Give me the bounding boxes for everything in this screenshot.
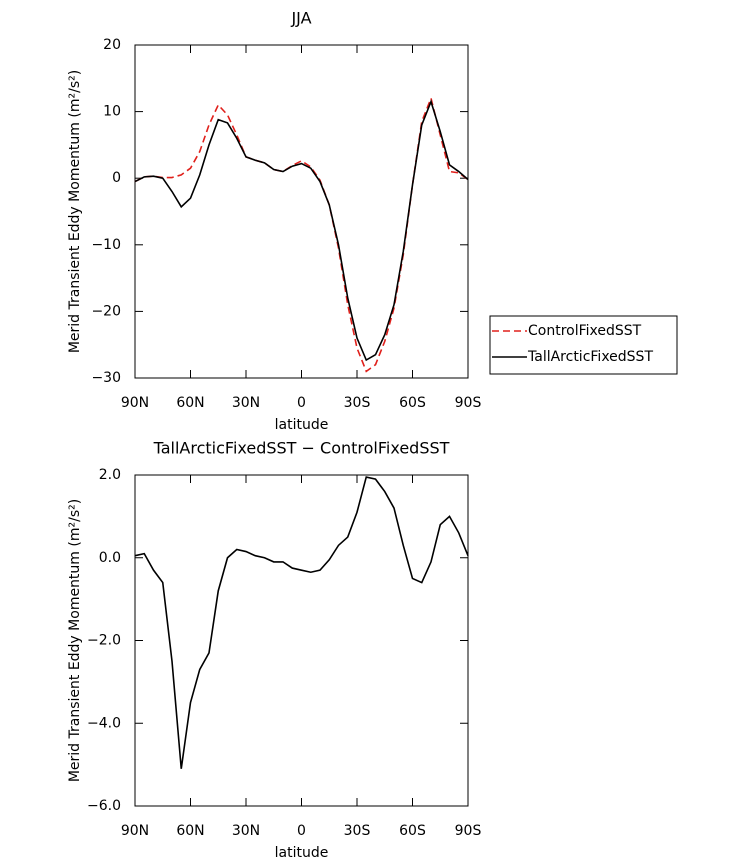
x-tick-label: 60S	[399, 395, 426, 411]
y-tick-label: 20	[103, 37, 121, 53]
x-tick-label: 90S	[455, 395, 482, 411]
legend-label: ControlFixedSST	[528, 323, 642, 339]
y-tick-label: 0.0	[99, 550, 121, 566]
y-tick-label: 0	[112, 170, 121, 186]
x-tick-label: 30N	[232, 823, 260, 839]
plot-frame	[134, 44, 469, 379]
series-line	[134, 476, 469, 769]
y-tick-label: 10	[103, 104, 121, 120]
x-tick-label: 90S	[455, 823, 482, 839]
y-tick-label: −20	[91, 303, 121, 319]
y-axis-label: Merid Transient Eddy Momentum (m²/s²)	[67, 70, 83, 353]
x-tick-label: 60S	[399, 823, 426, 839]
y-tick-label: −30	[91, 370, 121, 386]
y-tick-label: −2.0	[87, 633, 121, 649]
y-tick-label: −6.0	[87, 798, 121, 814]
x-tick-label: 0	[297, 395, 306, 411]
y-axis-label: Merid Transient Eddy Momentum (m²/s²)	[67, 499, 83, 782]
series-line	[134, 99, 469, 362]
y-tick-label: −10	[91, 237, 121, 253]
x-tick-label: 30S	[344, 395, 371, 411]
y-tick-label: −4.0	[87, 715, 121, 731]
legend-box	[489, 315, 678, 375]
chart-title: JJA	[290, 9, 311, 28]
legend-label: TallArcticFixedSST	[527, 349, 653, 365]
x-tick-label: 60N	[176, 395, 204, 411]
y-tick-label: 2.0	[99, 467, 121, 483]
x-tick-label: 30N	[232, 395, 260, 411]
x-tick-label: 90N	[121, 395, 149, 411]
series-line	[134, 95, 469, 373]
x-axis-label: latitude	[275, 417, 329, 433]
x-tick-label: 30S	[344, 823, 371, 839]
x-tick-label: 60N	[176, 823, 204, 839]
x-axis-label: latitude	[275, 845, 329, 861]
x-tick-label: 90N	[121, 823, 149, 839]
chart-title: TallArcticFixedSST − ControlFixedSST	[153, 439, 450, 458]
plot-frame	[134, 474, 469, 807]
x-tick-label: 0	[297, 823, 306, 839]
